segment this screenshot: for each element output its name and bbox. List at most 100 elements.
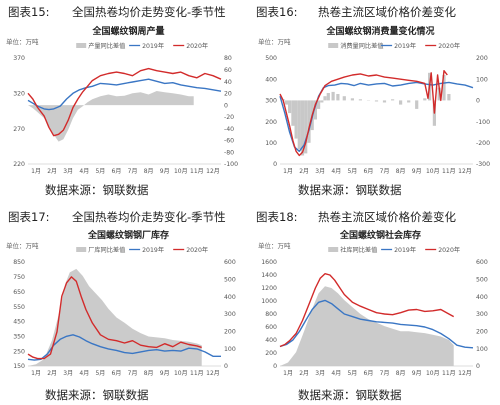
x-tick-label: 2月: [299, 168, 309, 175]
y-right-tick-label: 400: [476, 294, 488, 301]
unit-label: 单位：万吨: [258, 37, 291, 46]
series-bar: [342, 96, 346, 101]
x-tick-label: 2月: [299, 370, 309, 377]
y-right-tick-label: 40: [224, 79, 232, 86]
x-tick-label: 4月: [331, 168, 341, 175]
y-right-tick-label: 0: [224, 102, 228, 109]
y-left-tick-label: 300: [265, 98, 277, 105]
x-tick-label: 12月: [458, 168, 472, 175]
series-bar: [294, 100, 298, 139]
y-left-tick-label: 1400: [261, 272, 277, 279]
series-line-1: [279, 299, 474, 349]
series-bar: [297, 100, 301, 150]
y-left-tick-label: 320: [13, 91, 25, 98]
legend-label: 2020年: [438, 246, 460, 254]
y-right-tick-label: 300: [224, 311, 236, 318]
x-tick-label: 12月: [458, 370, 472, 377]
x-tick-label: 10月: [174, 370, 188, 377]
y-left-tick-label: 850: [13, 259, 25, 266]
y-left-tick-label: 150: [13, 363, 25, 370]
x-tick-label: 12月: [206, 370, 220, 377]
source-note: 数据来源：钢联数据: [45, 183, 149, 197]
x-tick-label: 1月: [31, 168, 41, 175]
x-tick-label: 8月: [144, 370, 154, 377]
y-left-tick-label: 500: [265, 55, 277, 62]
x-tick-label: 8月: [396, 168, 406, 175]
y-left-tick-label: 750: [13, 274, 25, 281]
figure-number: 图表16:: [256, 5, 298, 19]
chart-title: 全国螺纹钢社会库存: [339, 229, 421, 241]
x-tick-label: 4月: [79, 370, 89, 377]
y-left-tick-label: 350: [13, 333, 25, 340]
y-left-tick-label: 450: [13, 319, 25, 326]
x-tick-label: 9月: [412, 370, 422, 377]
y-right-tick-label: 600: [476, 259, 488, 266]
unit-label: 单位：万吨: [258, 241, 291, 250]
x-tick-label: 3月: [63, 168, 73, 175]
y-left-tick-label: 370: [13, 55, 25, 62]
series-bar: [423, 98, 427, 101]
legend-label: 2019年: [142, 42, 164, 50]
x-tick-label: 11月: [190, 370, 204, 377]
y-right-tick-label: 500: [224, 277, 236, 284]
y-right-tick-label: -60: [224, 138, 234, 145]
legend-label: 2020年: [186, 42, 208, 50]
x-tick-label: 10月: [426, 168, 440, 175]
y-right-tick-label: 100: [476, 76, 488, 83]
x-tick-label: 7月: [380, 370, 390, 377]
y-right-tick-label: -300: [476, 161, 490, 168]
series-bar: [382, 100, 387, 103]
x-tick-label: 4月: [79, 168, 89, 175]
y-left-tick-label: 600: [265, 324, 277, 331]
series-area-0: [28, 268, 202, 366]
legend-label: 社库同比差值: [340, 246, 377, 254]
x-tick-label: 1月: [283, 370, 293, 377]
y-left-tick-label: 0: [273, 363, 277, 370]
x-tick-label: 7月: [128, 168, 138, 175]
series-bar: [304, 100, 308, 154]
legend-label: 2020年: [438, 42, 460, 50]
series-bar: [374, 100, 379, 102]
x-tick-label: 3月: [315, 168, 325, 175]
y-left-tick-label: 100: [265, 140, 277, 147]
chart-title: 全国螺纹钢钢厂库存: [87, 229, 169, 241]
legend-label: 2020年: [186, 246, 208, 254]
x-tick-label: 6月: [112, 168, 122, 175]
figure-title: 热卷主流区域价格价差变化: [318, 5, 456, 19]
y-left-tick-label: 200: [265, 350, 277, 357]
series-bar: [284, 100, 288, 105]
figure-title: 全国热卷均价走势变化-季节性: [72, 210, 226, 224]
y-left-tick-label: 250: [13, 348, 25, 355]
x-tick-label: 5月: [347, 370, 357, 377]
y-right-tick-label: 80: [224, 55, 232, 62]
y-right-tick-label: 400: [224, 294, 236, 301]
series-bar: [317, 100, 321, 109]
x-tick-label: 6月: [364, 370, 374, 377]
series-bar: [437, 87, 441, 101]
y-left-tick-label: 270: [13, 126, 25, 133]
series-line-2: [27, 67, 222, 137]
series-bar: [442, 75, 446, 101]
legend-swatch: [328, 247, 339, 252]
legend-swatch: [328, 43, 339, 48]
series-bar: [415, 100, 419, 109]
x-tick-label: 3月: [315, 370, 325, 377]
x-tick-label: 8月: [396, 370, 406, 377]
series-bar: [407, 100, 411, 103]
unit-label: 单位：万吨: [6, 241, 39, 250]
y-right-tick-label: -20: [224, 114, 234, 121]
y-left-tick-label: 0: [273, 161, 277, 168]
series-bar: [336, 94, 340, 101]
y-right-tick-label: 100: [476, 346, 488, 353]
x-tick-label: 10月: [426, 370, 440, 377]
legend-swatch: [76, 247, 87, 252]
legend-label: 2019年: [394, 246, 416, 254]
y-right-tick-label: 0: [224, 363, 228, 370]
series-bar: [331, 91, 335, 101]
unit-label: 单位：万吨: [6, 37, 39, 46]
y-left-tick-label: 1200: [261, 285, 277, 292]
series-bar: [391, 99, 395, 101]
x-tick-label: 4月: [331, 370, 341, 377]
series-area-0: [280, 286, 454, 366]
